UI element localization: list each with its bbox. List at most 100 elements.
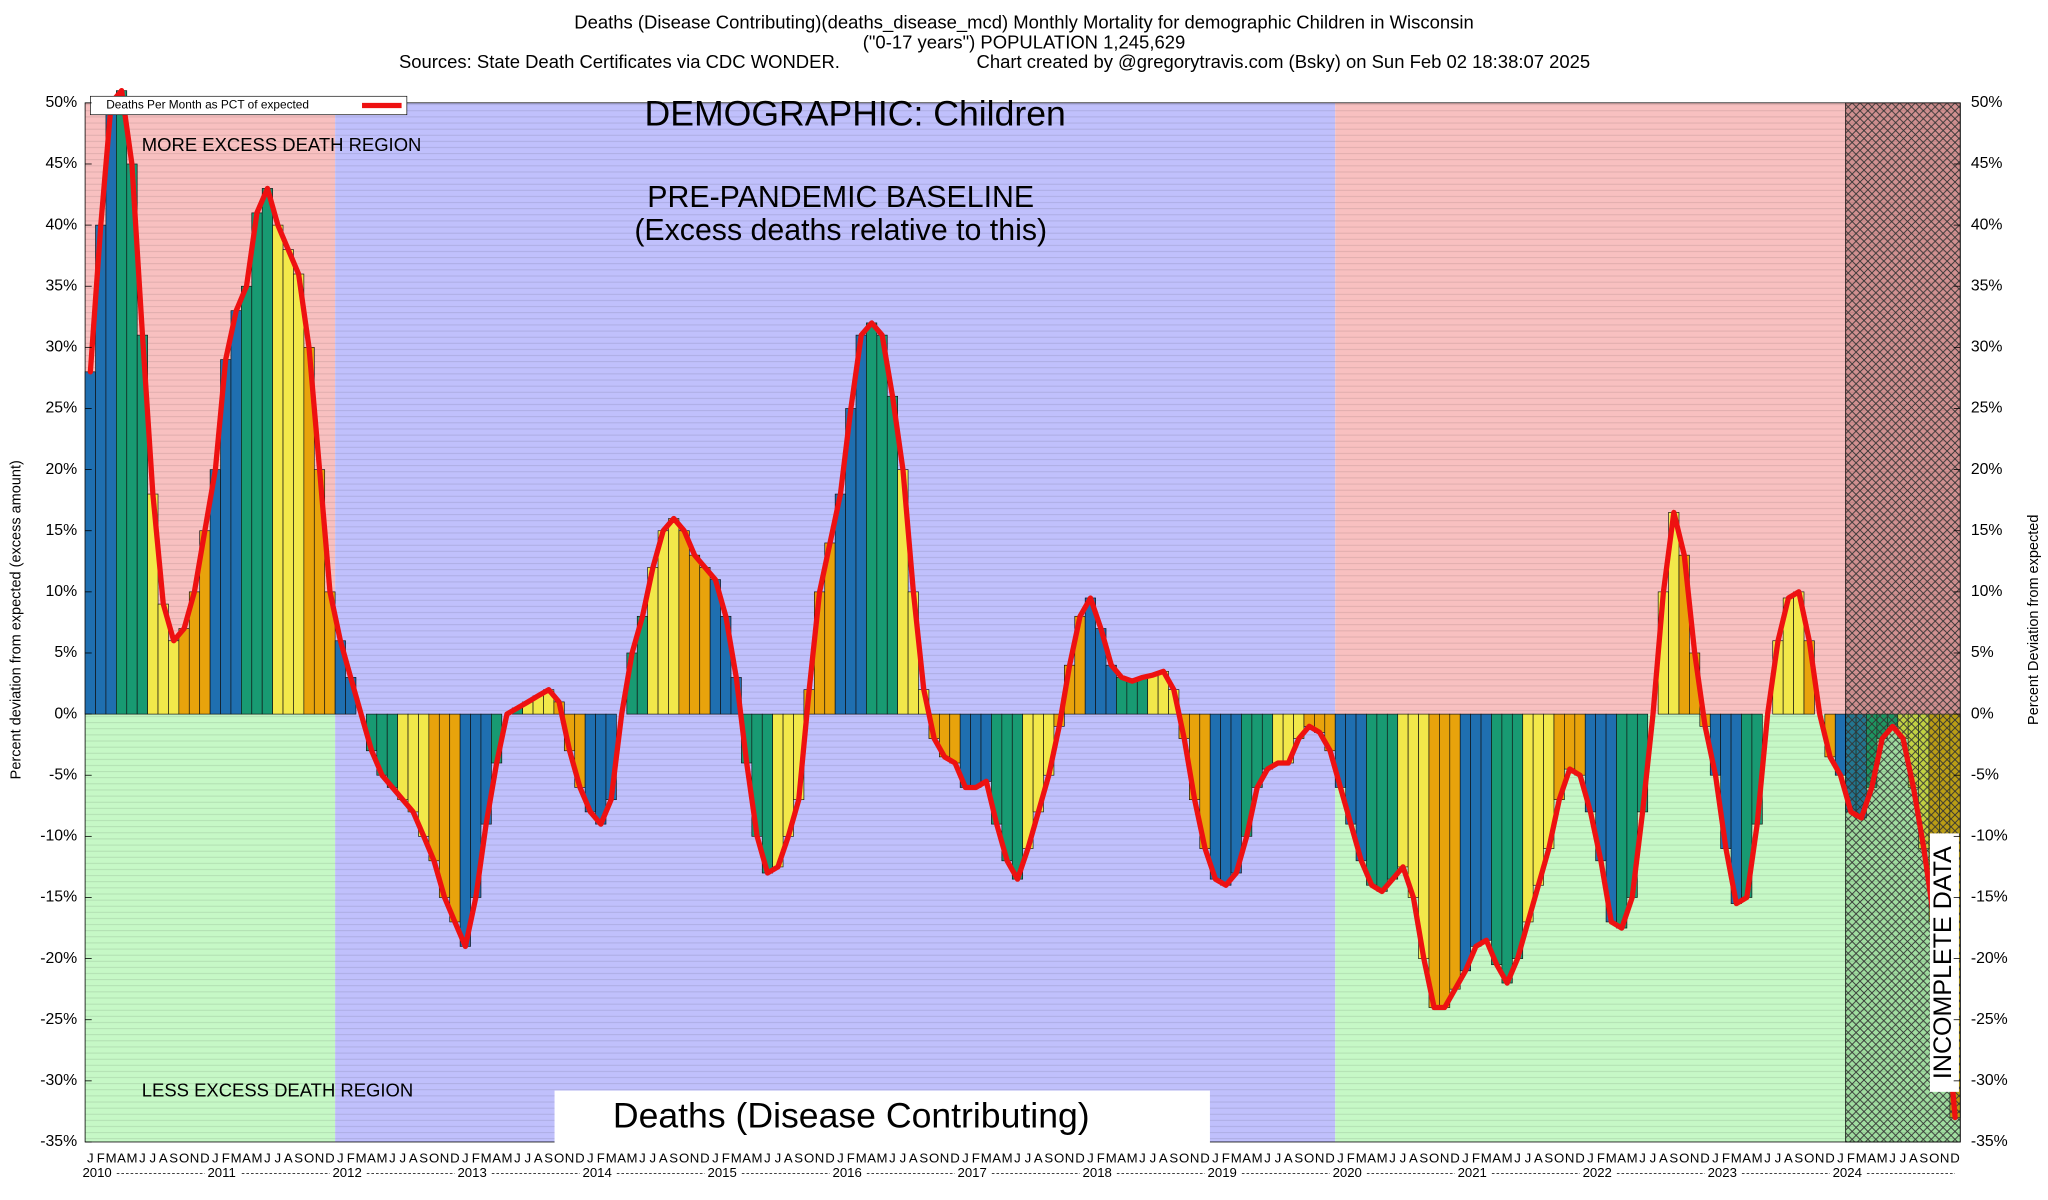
x-tick-label: M (1481, 1151, 1492, 1166)
y-tick-label: 40% (46, 216, 78, 233)
year-label: 2018 (1083, 1165, 1112, 1180)
year-label: 2013 (457, 1165, 486, 1180)
y2-tick-label: 15% (1971, 522, 2003, 539)
y2-tick-label: 0% (1971, 705, 1994, 722)
x-tick-label: N (1690, 1151, 1700, 1166)
x-tick-label: A (1034, 1151, 1043, 1166)
bar (1136, 677, 1149, 715)
x-tick-label: S (1419, 1151, 1428, 1166)
x-tick-label: A (159, 1151, 168, 1166)
x-tick-label: N (190, 1151, 200, 1166)
x-tick-label: N (815, 1151, 825, 1166)
x-tick-label: A (1867, 1151, 1876, 1166)
x-tick-label: J (212, 1151, 219, 1166)
bar (105, 102, 117, 715)
x-tick-label: D (950, 1151, 960, 1166)
x-tick-label: O (1804, 1151, 1814, 1166)
bar (1209, 713, 1221, 880)
bar (1491, 713, 1503, 966)
x-tick-label: A (1492, 1151, 1501, 1166)
x-tick-label: A (867, 1151, 876, 1166)
x-tick-label: O (1054, 1151, 1064, 1166)
x-tick-label: J (1650, 1151, 1657, 1166)
y2-tick-label: 30% (1971, 339, 2003, 356)
bar (886, 395, 898, 715)
y2-tick-label: 25% (1971, 400, 2003, 417)
bar (418, 713, 430, 837)
y-tick-label: 35% (46, 277, 78, 294)
x-tick-label: J (775, 1151, 782, 1166)
x-tick-label: M (377, 1151, 388, 1166)
year-label: 2011 (207, 1165, 235, 1180)
bar (772, 713, 784, 868)
x-tick-label: N (940, 1151, 950, 1166)
x-tick-label: S (1169, 1151, 1178, 1166)
x-tick-label: F (347, 1151, 355, 1166)
x-tick-label: D (1200, 1151, 1210, 1166)
x-tick-label: M (1106, 1151, 1117, 1166)
x-tick-label: S (1669, 1151, 1678, 1166)
x-tick-label: J (1712, 1151, 1719, 1166)
x-tick-label: A (1242, 1151, 1251, 1166)
bar (1480, 713, 1492, 941)
x-tick-label: J (87, 1151, 94, 1166)
y2-tick-label: 5% (1971, 644, 1994, 661)
x-tick-label: F (972, 1151, 980, 1166)
x-tick-label: J (1837, 1151, 1844, 1166)
y2-tick-label: -25% (1971, 1011, 2008, 1028)
x-tick-label: J (1139, 1151, 1146, 1166)
x-tick-label: M (1002, 1151, 1013, 1166)
x-tick-label: S (294, 1151, 303, 1166)
bar (1449, 713, 1461, 990)
y-axis-label: Percent deviation from expected (excess … (8, 460, 24, 779)
x-tick-label: J (1525, 1151, 1532, 1166)
x-tick-label: S (1919, 1151, 1928, 1166)
x-tick-label: O (679, 1151, 689, 1166)
bar (595, 713, 607, 825)
bar (678, 530, 690, 715)
x-tick-label: S (1794, 1151, 1803, 1166)
x-tick-label: J (1639, 1151, 1646, 1166)
y2-tick-label: 20% (1971, 461, 2003, 478)
bar (272, 224, 284, 715)
y2-tick-label: 40% (1971, 216, 2003, 233)
y-tick-label: -20% (40, 950, 77, 967)
x-tick-label: D (325, 1151, 335, 1166)
x-tick-label: O (1929, 1151, 1939, 1166)
x-tick-label: M (1377, 1151, 1388, 1166)
x-tick-label: M (356, 1151, 367, 1166)
year-label: 2019 (1208, 1165, 1237, 1180)
x-tick-label: M (1356, 1151, 1367, 1166)
incomplete-box (1929, 833, 1959, 1092)
y2-tick-label: 45% (1971, 155, 2003, 172)
x-tick-label: A (784, 1151, 793, 1166)
x-tick-label: O (1429, 1151, 1439, 1166)
grid-texture (85, 102, 1961, 1142)
x-tick-label: A (1909, 1151, 1918, 1166)
x-tick-label: J (275, 1151, 282, 1166)
x-tick-label: J (264, 1151, 271, 1166)
x-tick-label: J (889, 1151, 896, 1166)
x-tick-label: N (1815, 1151, 1825, 1166)
y2-tick-label: 50% (1971, 94, 2003, 111)
x-tick-label: J (150, 1151, 157, 1166)
x-tick-label: F (597, 1151, 605, 1166)
panel-label: Deaths (Disease Contributing) (613, 1096, 1090, 1136)
x-tick-label: M (1252, 1151, 1263, 1166)
x-tick-label: M (126, 1151, 137, 1166)
upper-region-label: MORE EXCESS DEATH REGION (142, 134, 422, 155)
x-tick-label: O (179, 1151, 189, 1166)
x-tick-label: F (1222, 1151, 1230, 1166)
year-label: 2015 (708, 1165, 737, 1180)
x-tick-label: J (650, 1151, 657, 1166)
x-tick-label: S (919, 1151, 928, 1166)
x-tick-label: F (222, 1151, 230, 1166)
lower-region-label: LESS EXCESS DEATH REGION (142, 1080, 413, 1101)
x-tick-label: A (492, 1151, 501, 1166)
bar (116, 90, 128, 715)
y-tick-label: -10% (40, 828, 77, 845)
bar (449, 713, 461, 923)
x-tick-label: D (1450, 1151, 1460, 1166)
y-tick-label: -25% (40, 1011, 77, 1028)
